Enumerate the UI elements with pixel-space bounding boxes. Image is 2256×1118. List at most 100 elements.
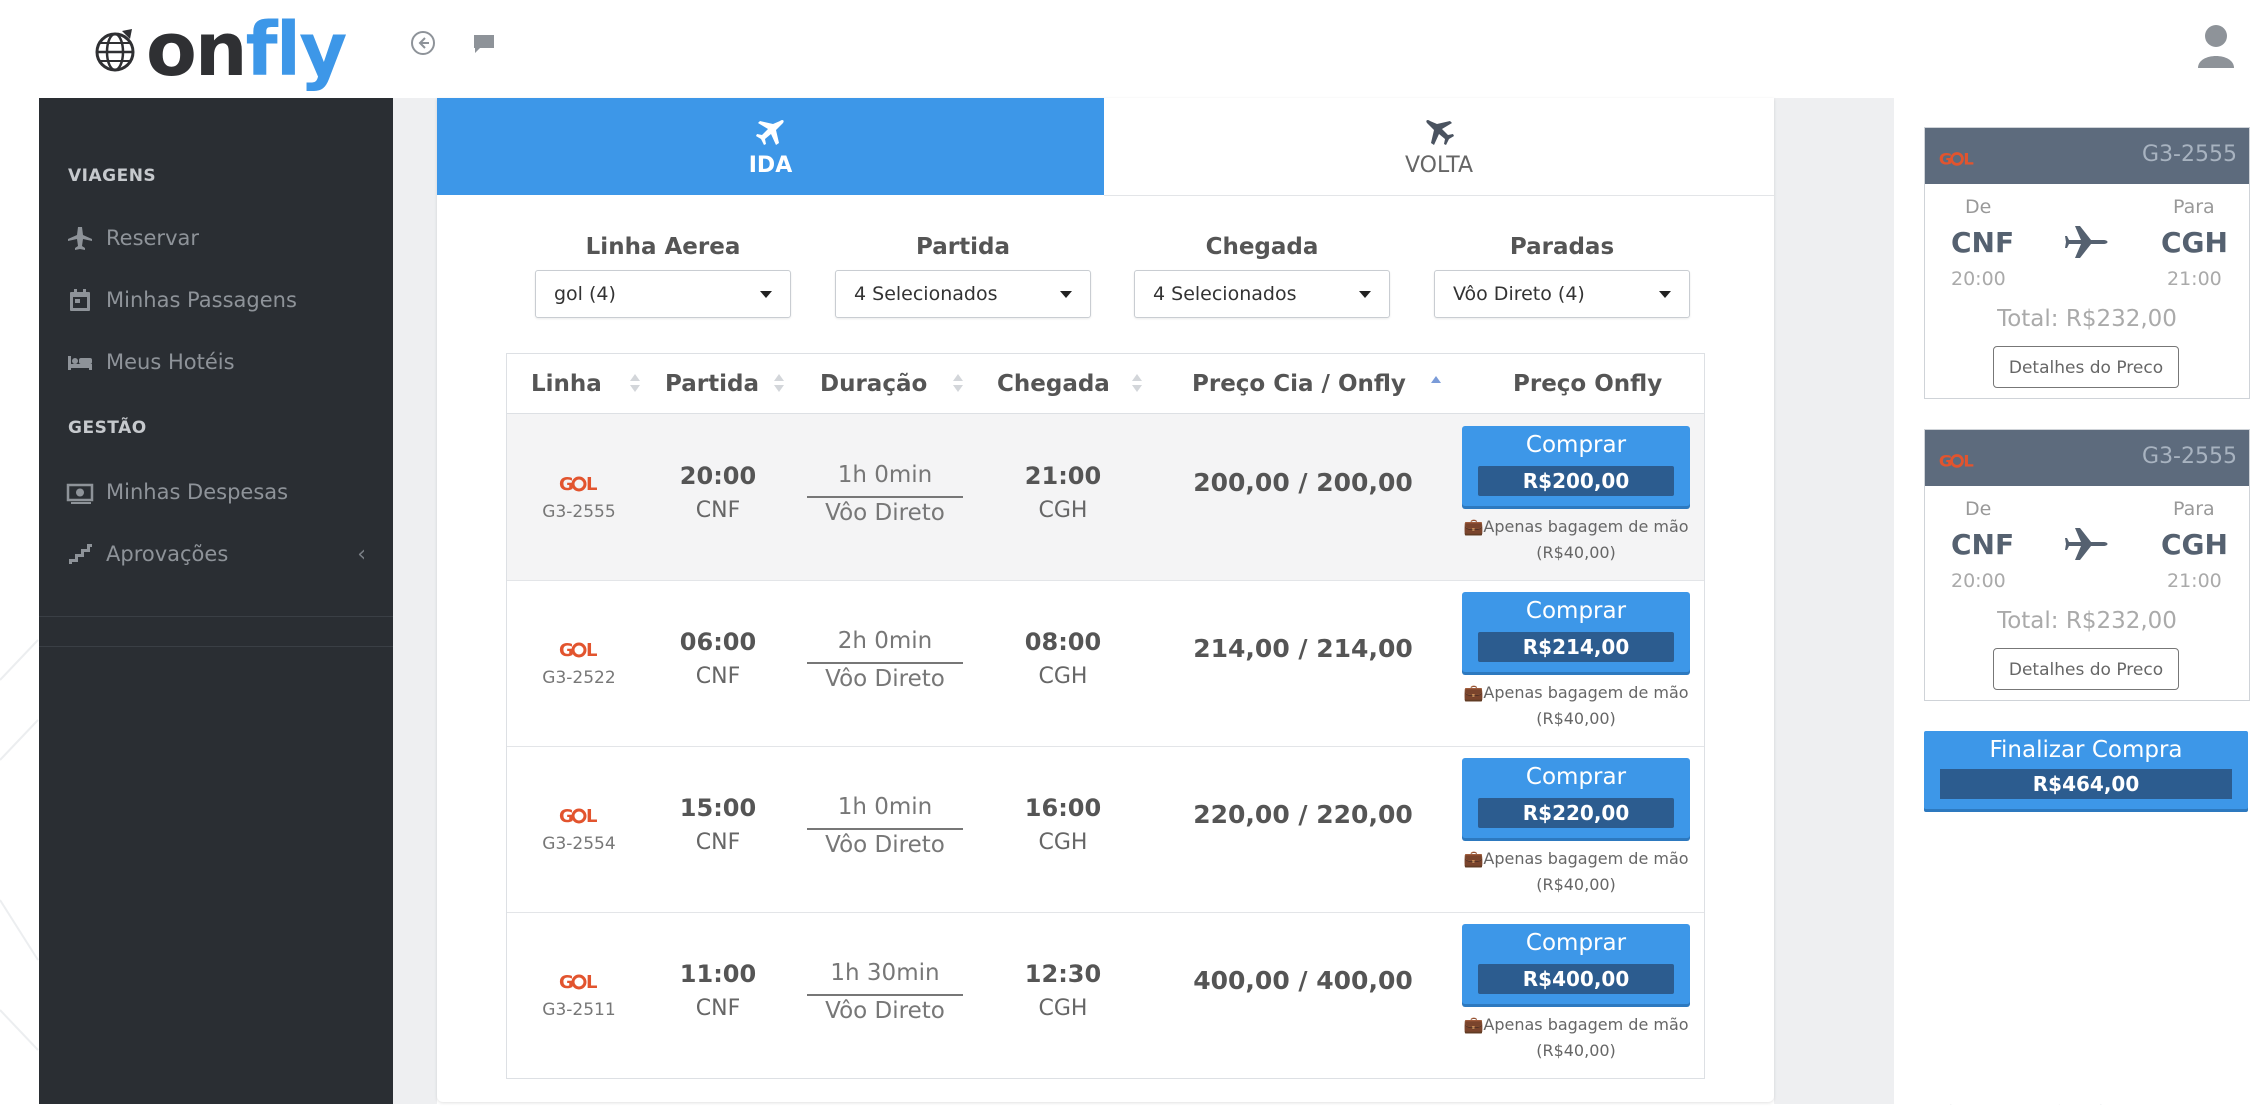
buy-label: Comprar <box>1525 432 1627 458</box>
arrival-select[interactable]: 4 Selecionados <box>1134 270 1390 318</box>
arrival-city: CGH <box>1038 664 1088 689</box>
svg-text:G: G <box>559 474 574 494</box>
duration: 1h 0min <box>837 794 933 820</box>
column-header-preco-cia[interactable]: Preço Cia / Onfly <box>1192 370 1406 397</box>
sidebar-item-minhas-passagens[interactable]: Minhas Passagens <box>66 280 386 320</box>
column-header-preco-onfly: Preço Onfly <box>1513 370 1663 397</box>
sort-icon[interactable] <box>1131 368 1143 398</box>
briefcase-icon: 💼 <box>1463 683 1484 702</box>
content-gutter <box>1774 98 1894 1104</box>
briefcase-icon: 💼 <box>1463 1015 1484 1034</box>
summary-total: Total: R$232,00 <box>1997 306 2177 332</box>
tab-label: IDA <box>748 153 793 178</box>
sidebar-item-aprovacoes[interactable]: Aprovações ‹ <box>66 534 386 574</box>
departure-time: 11:00 <box>679 960 757 988</box>
sort-icon[interactable] <box>952 368 964 398</box>
content-gutter <box>393 98 437 1104</box>
briefcase-icon: 💼 <box>1463 849 1484 868</box>
plane-departure-icon <box>755 119 784 145</box>
from-label: De <box>1965 196 1992 218</box>
sort-asc-icon[interactable] <box>1430 368 1442 398</box>
finalize-label: Finalizar Compra <box>1989 737 2183 763</box>
duration: 1h 30min <box>830 960 940 986</box>
price-cia-onfly: 214,00 / 214,00 <box>1193 634 1413 663</box>
briefcase-icon: 💼 <box>1463 517 1484 536</box>
airline-select[interactable]: gol (4) <box>535 270 791 318</box>
stairs-icon <box>69 544 92 564</box>
plane-icon <box>2065 528 2108 560</box>
sidebar-item-meus-hoteis[interactable]: Meus Hotéis <box>66 342 386 382</box>
sidebar-section-gestao: GESTÃO <box>68 418 147 438</box>
baggage-note: 💼Apenas bagagem de mão (R$40,00) <box>1451 846 1701 898</box>
sidebar-item-reservar[interactable]: Reservar <box>66 218 386 258</box>
svg-text:L: L <box>586 474 597 494</box>
sidebar-item-minhas-despesas[interactable]: Minhas Despesas <box>66 472 386 512</box>
sort-icon[interactable] <box>773 368 785 398</box>
tab-ida[interactable]: IDA <box>437 98 1104 195</box>
departure-time: 20:00 <box>679 462 757 490</box>
departure-time: 20:00 <box>1951 268 2006 290</box>
baggage-price: (R$40,00) <box>1536 709 1616 728</box>
baggage-note: 💼Apenas bagagem de mão (R$40,00) <box>1451 1012 1701 1064</box>
stops-label: Vôo Direto <box>825 998 945 1024</box>
bed-icon <box>68 356 92 370</box>
departure-city: CNF <box>695 830 741 855</box>
finalize-purchase-button[interactable]: Finalizar Compra R$464,00 <box>1924 731 2248 809</box>
price-cia-onfly: 400,00 / 400,00 <box>1193 966 1413 995</box>
filter-title: Partida <box>916 234 1010 260</box>
select-value: 4 Selecionados <box>854 283 998 305</box>
departure-time: 15:00 <box>679 794 757 822</box>
from-airport: CNF <box>1951 528 2015 561</box>
buy-button[interactable]: Comprar R$214,00 <box>1462 592 1690 672</box>
to-label: Para <box>2173 196 2215 218</box>
buy-button[interactable]: Comprar R$220,00 <box>1462 758 1690 838</box>
sidebar: VIAGENS Reservar Minhas Passagens Meus H… <box>39 98 393 1104</box>
buy-price: R$400,00 <box>1478 964 1674 994</box>
svg-text:L: L <box>586 640 597 660</box>
sort-icon[interactable] <box>629 368 641 398</box>
logo-on-text: on <box>146 7 248 93</box>
svg-text:L: L <box>586 972 597 992</box>
globe-icon <box>95 29 135 72</box>
select-value: gol (4) <box>554 283 616 305</box>
from-label: De <box>1965 498 1992 520</box>
buy-label: Comprar <box>1525 598 1627 624</box>
stops-select[interactable]: Vôo Direto (4) <box>1434 270 1690 318</box>
plane-icon <box>2065 226 2108 258</box>
departure-city: CNF <box>695 498 741 523</box>
baggage-price: (R$40,00) <box>1536 1041 1616 1060</box>
price-details-button[interactable]: Detalhes do Preco <box>1993 346 2179 388</box>
column-header-linha[interactable]: Linha <box>531 370 602 397</box>
circle-arrow-left-icon[interactable] <box>408 28 438 58</box>
user-avatar-icon[interactable] <box>2196 22 2236 70</box>
column-header-chegada[interactable]: Chegada <box>997 370 1110 397</box>
finalize-price: R$464,00 <box>1940 769 2232 799</box>
buy-button[interactable]: Comprar R$200,00 <box>1462 426 1690 506</box>
departure-select[interactable]: 4 Selecionados <box>835 270 1091 318</box>
arrival-city: CGH <box>1038 996 1088 1021</box>
buy-price: R$220,00 <box>1478 798 1674 828</box>
logo-wordmark: onfly <box>146 7 347 93</box>
baggage-note: 💼Apenas bagagem de mão (R$40,00) <box>1451 514 1701 566</box>
tab-volta[interactable]: VOLTA <box>1104 98 1774 196</box>
baggage-note: 💼Apenas bagagem de mão (R$40,00) <box>1451 680 1701 732</box>
onfly-logo[interactable]: onfly <box>92 7 347 93</box>
to-airport: CGH <box>2161 226 2228 259</box>
duration-divider <box>807 496 963 498</box>
baggage-text: Apenas bagagem de mão <box>1483 517 1689 536</box>
chat-icon[interactable] <box>469 28 499 58</box>
column-header-partida[interactable]: Partida <box>665 370 759 397</box>
buy-button[interactable]: Comprar R$400,00 <box>1462 924 1690 1004</box>
column-header-duracao[interactable]: Duração <box>820 370 928 397</box>
departure-time: 06:00 <box>679 628 757 656</box>
svg-text:L: L <box>1963 451 1973 470</box>
price-details-button[interactable]: Detalhes do Preco <box>1993 648 2179 690</box>
duration: 1h 0min <box>837 462 933 488</box>
arrival-time: 08:00 <box>1024 628 1102 656</box>
